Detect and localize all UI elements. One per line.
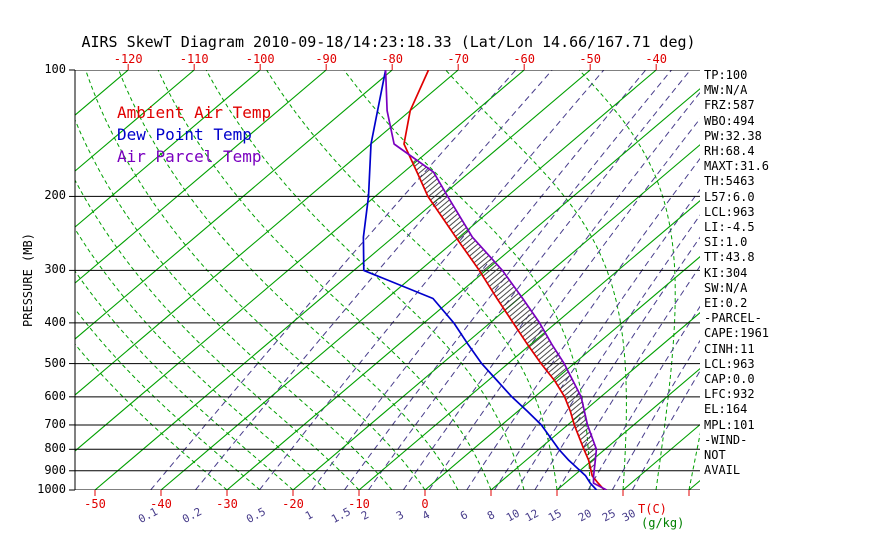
pressure-tick-label: 900: [44, 462, 66, 477]
stat-line: RH:68.4: [704, 144, 755, 159]
legend-air-parcel-temp: Air Parcel Temp: [117, 147, 262, 166]
stat-line: CAP:0.0: [704, 372, 755, 387]
legend-ambient-air-temp: Ambient Air Temp: [117, 103, 272, 122]
bottom-temp-tick-label: -10: [348, 497, 370, 511]
stat-line: TP:100: [704, 68, 748, 82]
stat-line: FRZ:587: [704, 98, 755, 113]
dewpoint-curve: [362, 70, 598, 490]
parcel-temp-curve: [384, 70, 607, 490]
cape-hatch-area: [411, 159, 596, 477]
bottom-temp-tick-label: -50: [84, 497, 106, 511]
stat-line: SI:1.0: [704, 235, 748, 250]
stat-line: LI:-4.5: [704, 220, 755, 235]
stat-line: MW:N/A: [704, 83, 748, 98]
stat-line: -PARCEL-: [704, 311, 762, 326]
stat-line: CINH:11: [704, 341, 755, 356]
top-temp-tick-label: -120: [113, 52, 143, 66]
stat-line: SW:N/A: [704, 280, 748, 295]
pressure-tick-label: 400: [44, 314, 66, 329]
bottom-temp-tick-label: -30: [216, 497, 238, 511]
top-temp-tick-label: -70: [447, 52, 470, 66]
stat-line: WBO:494: [704, 113, 755, 128]
stats-panel: TP:100 MW:N/A FRZ:587 WBO:494 PW:32.38 RH:68.…: [704, 68, 864, 478]
stat-line: EL:164: [704, 402, 748, 417]
pressure-grid-lines: [75, 70, 700, 490]
pressure-tick-label: 500: [44, 355, 66, 370]
stat-line: L57:6.0: [704, 189, 755, 204]
pressure-tick-label: 700: [44, 416, 66, 431]
ambient-temp-curve: [403, 70, 607, 490]
temp-unit-label: T(C): [638, 502, 667, 516]
top-temp-tick-label: -60: [513, 52, 536, 66]
top-temp-tick-label: -80: [381, 52, 404, 66]
stat-line: LCL:963: [704, 356, 755, 371]
isotherm-lines: [75, 70, 700, 490]
mixing-unit-label: (g/kg): [641, 516, 685, 530]
stat-line: LFC:932: [704, 387, 755, 402]
pressure-tick-label: 300: [44, 262, 66, 277]
pressure-tick-label: 1000: [37, 482, 66, 496]
stat-line: TT:43.8: [704, 250, 755, 265]
bottom-temp-tick-label: -40: [150, 497, 172, 511]
pressure-tick-label: 100: [44, 62, 66, 76]
page-title: AIRS SkewT Diagram 2010-09-18/14:23:18.3…: [81, 33, 696, 51]
top-temp-tick-label: -40: [645, 52, 668, 66]
stat-line: PW:32.38: [704, 128, 762, 143]
stat-line: CAPE:1961: [704, 326, 770, 341]
legend-dew-point-temp: Dew Point Temp: [117, 125, 252, 144]
stat-line: NOT: [704, 448, 726, 463]
axis-ticks: [69, 64, 690, 496]
top-temp-tick-label: -100: [245, 52, 275, 66]
stat-line: AVAIL: [704, 463, 741, 478]
stat-line: EI:0.2: [704, 296, 748, 311]
bottom-temp-tick-label: 0: [421, 497, 429, 511]
top-temp-tick-label: -110: [179, 52, 209, 66]
stat-line: KI:304: [704, 265, 748, 280]
stat-line: MAXT:31.6: [704, 159, 770, 174]
stat-line: -WIND-: [704, 432, 748, 447]
stat-line: MPL:101: [704, 417, 755, 432]
pressure-tick-label: 200: [44, 188, 66, 203]
top-temp-tick-label: -90: [315, 52, 338, 66]
moist-adiabat-lines: [75, 70, 700, 490]
stat-line: TH:5463: [704, 174, 755, 189]
stat-line: LCL:963: [704, 204, 755, 219]
pressure-tick-label: 600: [44, 388, 66, 403]
top-temp-tick-label: -50: [579, 52, 602, 66]
bottom-temp-tick-label: -20: [282, 497, 304, 511]
pressure-tick-label: 800: [44, 441, 66, 456]
